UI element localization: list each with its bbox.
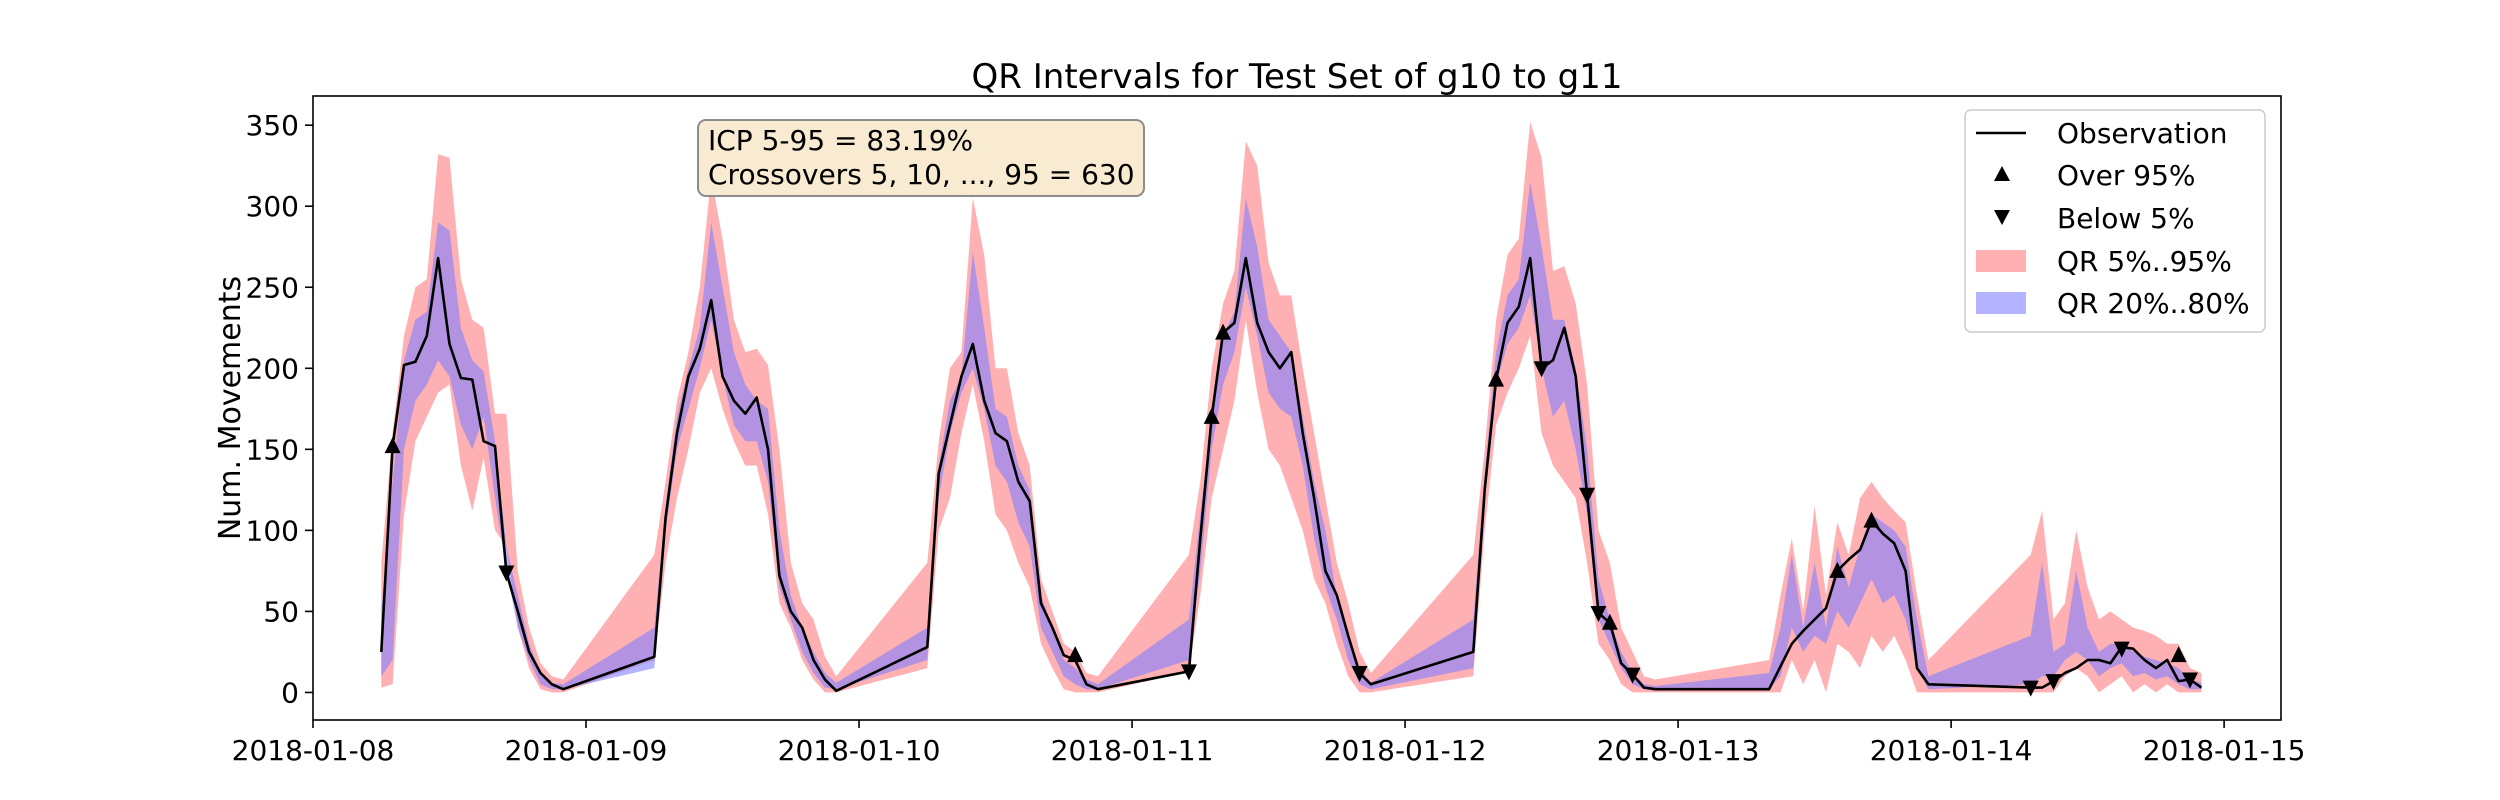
y-tick-label: 100	[246, 514, 299, 547]
below-5-marker	[1533, 361, 1550, 378]
legend-swatch-qr-5-95	[1976, 250, 2026, 272]
x-tick-label: 2018-01-11	[1051, 734, 1214, 767]
x-tick-label: 2018-01-08	[232, 734, 395, 767]
over-95-marker	[1203, 407, 1220, 424]
legend-label-qr-20-80: QR 20%..80%	[2057, 287, 2250, 320]
y-axis: 0 50 100 150 200 250 300 350	[246, 109, 313, 709]
over-95-marker	[1488, 370, 1505, 387]
annotation-icp-text: ICP 5-95 = 83.19%	[708, 124, 973, 157]
over-95-marker	[1863, 511, 1880, 528]
legend-frame	[1964, 109, 2266, 333]
legend-swatch-below-5	[1994, 210, 2010, 225]
y-tick-label: 300	[246, 190, 299, 223]
y-tick-label: 250	[246, 271, 299, 304]
below-5-marker	[2045, 674, 2062, 691]
over-95-marker	[384, 437, 401, 454]
legend-swatch-qr-20-80	[1976, 292, 2026, 314]
below-5-marker	[1590, 606, 1607, 623]
x-tick-label: 2018-01-15	[2143, 734, 2306, 767]
over-95-marker	[1829, 561, 1846, 578]
band-20-80-layer	[381, 181, 2202, 691]
below-5-marker	[1624, 667, 1641, 684]
x-tick-label: 2018-01-10	[778, 734, 941, 767]
legend-label-over-95: Over 95%	[2057, 159, 2195, 192]
x-tick-label: 2018-01-12	[1324, 734, 1487, 767]
y-tick-label: 150	[246, 433, 299, 466]
annotation-background	[697, 119, 1145, 197]
band-qr-20-80	[381, 181, 2202, 691]
legend-label-observation: Observation	[2057, 117, 2228, 150]
below-5-marker	[2181, 672, 2198, 689]
over-95-marker	[1215, 323, 1232, 340]
below-5-marker	[2022, 680, 2039, 697]
below-5-marker	[498, 565, 515, 582]
observation-line-layer	[380, 256, 2203, 693]
y-tick-label: 0	[281, 676, 299, 709]
x-tick-label: 2018-01-09	[505, 734, 668, 767]
observation-line	[380, 256, 2203, 693]
below-5-marker	[1579, 487, 1596, 504]
chart-title: QR Intervals for Test Set of g10 to g11	[972, 57, 1623, 97]
plot-area	[380, 121, 2203, 697]
legend-label-qr-5-95: QR 5%..95%	[2057, 245, 2232, 278]
x-tick-label: 2018-01-14	[1870, 734, 2033, 767]
over-95-marker	[1601, 613, 1618, 630]
y-tick-label: 350	[246, 109, 299, 142]
x-tick-label: 2018-01-13	[1597, 734, 1760, 767]
y-tick-label: 50	[263, 595, 299, 628]
plot-frame	[312, 95, 2282, 721]
over-95-marker	[1067, 646, 1084, 663]
legend: Observation Over 95% Below 5% QR 5%..95%…	[1964, 109, 2266, 333]
marker-layer	[384, 323, 2198, 697]
over-95-marker	[2170, 646, 2187, 663]
legend-swatch-over-95	[1994, 166, 2010, 181]
annotation-crossovers-text: Crossovers 5, 10, ..., 95 = 630	[708, 158, 1135, 191]
y-axis-title: Num. Movements	[213, 276, 248, 540]
y-tick-label: 200	[246, 352, 299, 385]
x-axis: 2018-01-08 2018-01-09 2018-01-10 2018-01-11…	[232, 720, 2306, 767]
annotation-box: ICP 5-95 = 83.19% Crossovers 5, 10, ...,…	[697, 119, 1145, 197]
below-5-marker	[2113, 641, 2130, 658]
below-5-marker	[1180, 664, 1197, 681]
below-5-marker	[1351, 665, 1368, 682]
legend-label-below-5: Below 5%	[2057, 202, 2195, 235]
